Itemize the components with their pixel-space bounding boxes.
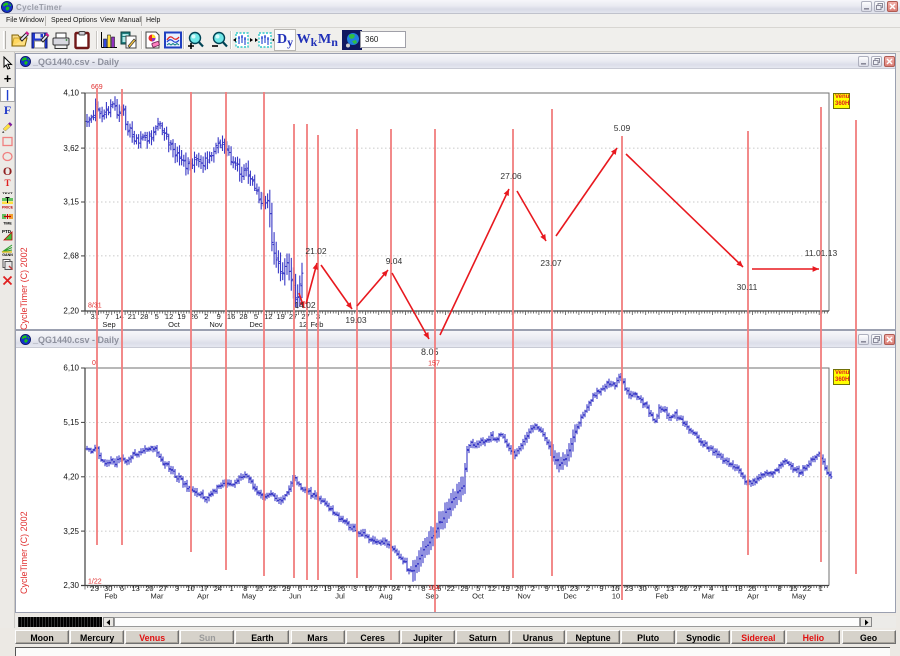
svg-text:GANN: GANN: [2, 253, 13, 256]
svg-text:PRICE: PRICE: [2, 206, 14, 210]
svg-text:TIME: TIME: [3, 222, 12, 226]
svg-text:PTD: PTD: [2, 229, 12, 234]
